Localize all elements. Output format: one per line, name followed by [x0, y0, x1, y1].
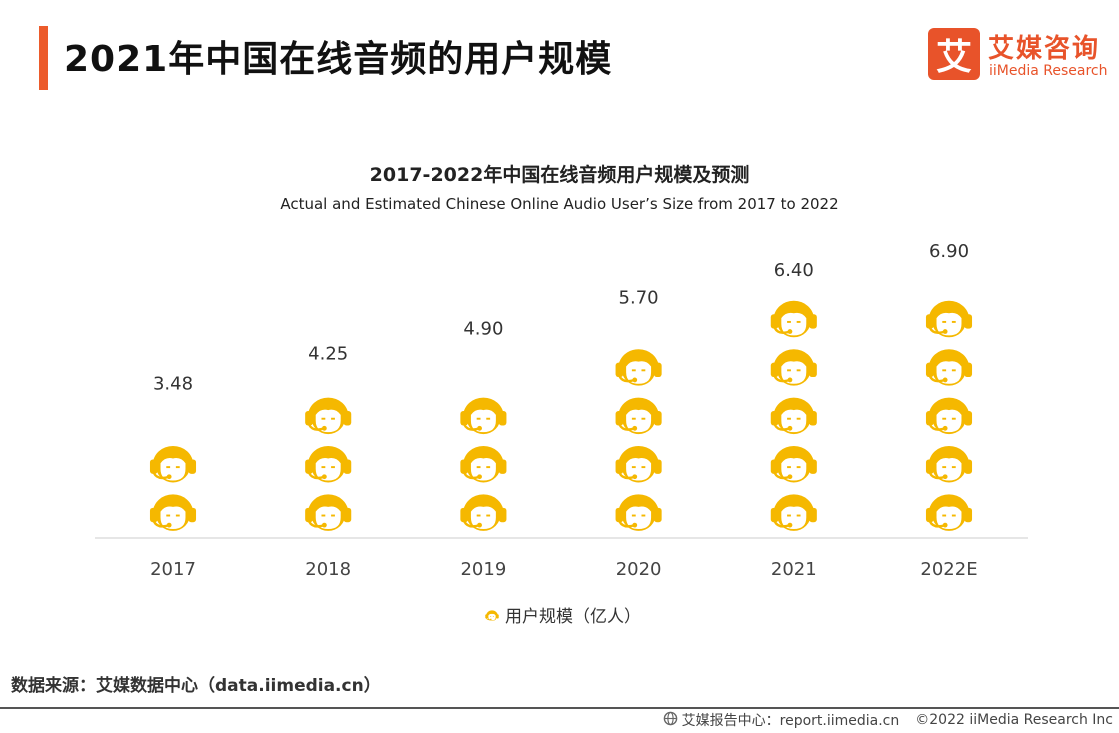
icon-2022E-4: [926, 351, 972, 386]
report-link[interactable]: 艾媒报告中心：report.iimedia.cn: [681, 713, 900, 729]
page-title: 2021年中国在线音频的用户规模: [64, 39, 613, 80]
bar-2022E: 6.90 2022E: [920, 241, 977, 580]
icon-2022E-5: [926, 303, 972, 338]
copyright: ©2022 iiMedia Research Inc: [915, 712, 1113, 728]
x-tick-2022E: 2022E: [920, 559, 977, 580]
x-tick-2020: 2020: [616, 559, 662, 580]
legend-label: 用户规模（亿人）: [505, 607, 641, 627]
footer-divider: [0, 707, 1119, 709]
icon-2021-5: [771, 303, 817, 338]
icon-2017-2: [150, 448, 196, 483]
icon-2021-2: [771, 448, 817, 483]
icon-2019-3: [460, 400, 506, 435]
icon-2022E-1: [926, 496, 972, 531]
bar-2019: 4.90 2019: [460, 318, 506, 580]
x-tick-2021: 2021: [771, 559, 817, 580]
icon-2019-2: [460, 448, 506, 483]
value-label-2017: 3.48: [153, 373, 193, 394]
value-label-2019: 4.90: [463, 318, 503, 339]
icon-2018-3: [305, 400, 351, 435]
x-tick-2019: 2019: [460, 559, 506, 580]
icon-2020-4: [616, 351, 662, 386]
icon-2020-3: [616, 400, 662, 435]
logo-chinese-name: 艾媒咨询: [988, 34, 1101, 64]
icon-2020-2: [616, 448, 662, 483]
icon-2021-1: [771, 496, 817, 531]
chart-title: 2017-2022年中国在线音频用户规模及预测: [369, 164, 750, 186]
footer: 艾媒报告中心：report.iimedia.cn ©2022 iiMedia R…: [663, 710, 1113, 730]
bar-2021: 6.40 2021: [771, 260, 817, 580]
icon-2020-1: [616, 496, 662, 531]
title-accent-bar: [39, 26, 48, 90]
icon-2021-3: [771, 400, 817, 435]
globe-icon: [663, 711, 678, 730]
icon-2017-1: [150, 496, 196, 531]
icon-2021-4: [771, 351, 817, 386]
value-label-2020: 5.70: [619, 287, 659, 308]
value-label-2018: 4.25: [308, 343, 348, 364]
icon-2022E-2: [926, 448, 972, 483]
icon-2019-1: [460, 496, 506, 531]
logo-mark: 艾: [928, 28, 980, 80]
icon-2018-2: [305, 448, 351, 483]
bar-2017: 3.48 2017: [150, 373, 196, 580]
icon-2019-partial: [460, 351, 506, 386]
value-label-2022E: 6.90: [929, 241, 969, 262]
iimedia-logo[interactable]: 艾 艾媒咨询 iiMedia Research: [928, 28, 1113, 84]
icon-2022E-3: [926, 400, 972, 435]
logo-english-name: iiMedia Research: [989, 63, 1108, 79]
bar-2018: 4.25 2018: [305, 343, 351, 580]
icon-2018-1: [305, 496, 351, 531]
x-tick-2017: 2017: [150, 559, 196, 580]
bar-2020: 5.70 2020: [616, 287, 662, 580]
data-source: 数据来源：艾媒数据中心（data.iimedia.cn）: [11, 676, 381, 696]
legend: 用户规模（亿人）: [485, 607, 641, 627]
x-tick-2018: 2018: [305, 559, 351, 580]
pictograph-chart: 3.48 2017 4.25 2018 4.90 2019 5.70 2020 6.40 2021…: [95, 241, 1028, 627]
value-label-2021: 6.40: [774, 260, 814, 281]
chart-subtitle: Actual and Estimated Chinese Online Audi…: [280, 195, 839, 213]
legend-icon: [485, 610, 499, 622]
icon-2017-partial: [150, 400, 196, 435]
